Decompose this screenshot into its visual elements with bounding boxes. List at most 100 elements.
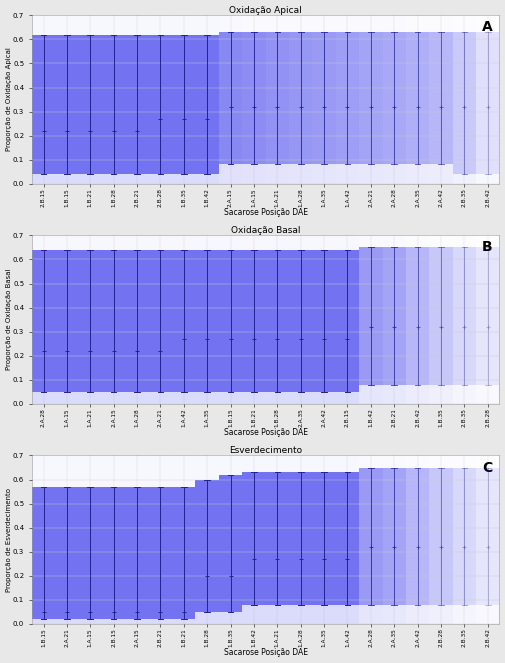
Bar [125, 392, 149, 404]
Bar [219, 455, 242, 475]
Bar [55, 487, 79, 619]
Bar [195, 174, 219, 184]
Bar [32, 487, 55, 619]
Bar [79, 235, 102, 250]
Bar [149, 15, 172, 34]
Bar [266, 250, 289, 392]
Bar [149, 392, 172, 404]
Bar [336, 605, 359, 624]
Bar [336, 250, 359, 392]
Bar [102, 455, 125, 487]
Bar [429, 247, 452, 385]
Bar [242, 392, 266, 404]
Bar [383, 15, 406, 32]
Bar [359, 164, 383, 184]
Bar [32, 250, 55, 392]
Bar [242, 472, 266, 605]
Bar [266, 235, 289, 250]
Bar [266, 15, 289, 32]
Bar [452, 247, 476, 385]
Bar [102, 15, 125, 34]
Bar [55, 455, 79, 487]
Bar [313, 235, 336, 250]
Bar [266, 455, 289, 472]
Bar [242, 455, 266, 472]
Bar [289, 250, 313, 392]
Bar [55, 619, 79, 624]
Bar [172, 250, 195, 392]
Bar [125, 487, 149, 619]
Title: Oxidação Apical: Oxidação Apical [229, 5, 302, 15]
Bar [289, 455, 313, 472]
Bar [172, 455, 195, 487]
Bar [313, 32, 336, 164]
Y-axis label: Proporção de Oxidação Apical: Proporção de Oxidação Apical [6, 48, 12, 151]
Bar [336, 164, 359, 184]
Bar [79, 34, 102, 174]
Bar [406, 32, 429, 164]
Bar [313, 15, 336, 32]
Bar [219, 164, 242, 184]
Bar [172, 15, 195, 34]
Bar [32, 235, 55, 250]
Bar [102, 34, 125, 174]
Bar [242, 32, 266, 164]
Title: Esverdecimento: Esverdecimento [229, 446, 302, 455]
Bar [383, 385, 406, 404]
Text: A: A [482, 21, 492, 34]
Bar [476, 15, 499, 32]
Bar [266, 472, 289, 605]
Bar [79, 619, 102, 624]
Bar [125, 455, 149, 487]
Bar [195, 455, 219, 479]
Bar [125, 619, 149, 624]
Bar [359, 385, 383, 404]
Bar [219, 612, 242, 624]
Bar [336, 32, 359, 164]
Bar [452, 467, 476, 605]
Bar [452, 174, 476, 184]
Bar [55, 15, 79, 34]
Bar [195, 612, 219, 624]
Bar [125, 174, 149, 184]
Bar [219, 392, 242, 404]
Bar [289, 605, 313, 624]
Bar [289, 32, 313, 164]
Bar [452, 605, 476, 624]
Bar [55, 34, 79, 174]
Bar [32, 174, 55, 184]
Bar [359, 32, 383, 164]
Bar [266, 32, 289, 164]
Bar [429, 235, 452, 247]
Bar [406, 455, 429, 467]
Bar [219, 475, 242, 612]
Bar [125, 250, 149, 392]
Bar [102, 235, 125, 250]
Bar [429, 385, 452, 404]
Bar [195, 235, 219, 250]
Bar [102, 487, 125, 619]
Bar [406, 247, 429, 385]
Bar [32, 455, 55, 487]
Bar [336, 15, 359, 32]
Bar [195, 34, 219, 174]
Bar [313, 605, 336, 624]
Bar [289, 392, 313, 404]
Bar [406, 605, 429, 624]
Text: C: C [482, 461, 492, 475]
Bar [406, 467, 429, 605]
Bar [79, 487, 102, 619]
Bar [195, 479, 219, 612]
Bar [336, 455, 359, 472]
Bar [172, 174, 195, 184]
Bar [313, 392, 336, 404]
Bar [313, 250, 336, 392]
Bar [429, 32, 452, 164]
Bar [476, 174, 499, 184]
Bar [149, 455, 172, 487]
Bar [313, 472, 336, 605]
Bar [336, 392, 359, 404]
Bar [406, 385, 429, 404]
Bar [79, 250, 102, 392]
Bar [32, 392, 55, 404]
